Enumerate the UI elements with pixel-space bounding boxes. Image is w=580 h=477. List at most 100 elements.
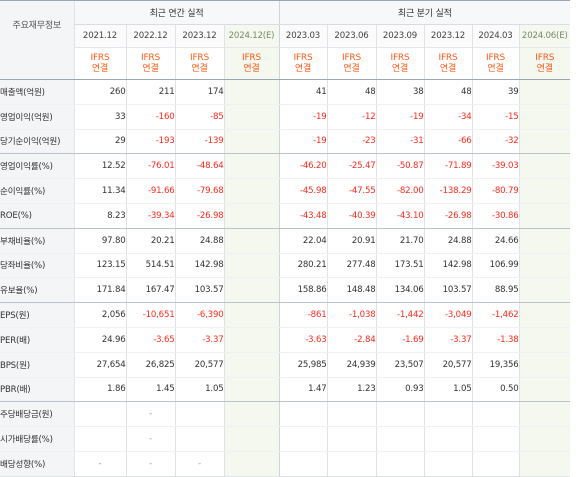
table-cell: -3.37 bbox=[174, 327, 224, 353]
table-cell bbox=[223, 203, 279, 229]
table-cell bbox=[518, 129, 571, 155]
table-cell: -26.98 bbox=[174, 203, 224, 229]
table-cell bbox=[278, 426, 327, 452]
row-header-label: 주요재무정보 bbox=[0, 0, 74, 48]
table-cell: -1,462 bbox=[471, 302, 519, 328]
table-cell bbox=[223, 401, 279, 428]
table-cell bbox=[518, 451, 571, 477]
table-cell: -1.38 bbox=[471, 327, 519, 353]
table-cell bbox=[223, 178, 279, 204]
period-header: 2023.12 bbox=[174, 24, 224, 48]
table-cell: - bbox=[73, 451, 126, 477]
table-row: 매출액(억원) 260 211 174 41 48 38 48 39 bbox=[0, 79, 571, 105]
table-row: EPS(원) 2,056 -10,651 -6,390 -861 -1,038 -1,442… bbox=[0, 302, 571, 328]
table-cell: -85 bbox=[174, 104, 224, 130]
table-cell: -25.47 bbox=[326, 153, 376, 180]
ifrs-badge: IFRS 연결 bbox=[471, 47, 519, 80]
row-label: BPS(원) bbox=[0, 352, 74, 378]
table-cell bbox=[278, 401, 327, 428]
table-cell: 11.34 bbox=[73, 178, 126, 204]
table-cell: -40.39 bbox=[326, 203, 376, 229]
table-cell: -71.89 bbox=[423, 153, 472, 180]
table-cell bbox=[73, 426, 126, 452]
table-cell: 41 bbox=[278, 79, 327, 105]
table-cell: -46.20 bbox=[278, 153, 327, 180]
table-cell: 12.52 bbox=[73, 153, 126, 180]
table-body: 매출액(억원) 260 211 174 41 48 38 48 39 영업이익(억원) 33 -160… bbox=[0, 79, 571, 477]
table-cell bbox=[518, 228, 571, 254]
table-cell: -23 bbox=[326, 129, 376, 155]
table-row: PER(배) 24.96 -3.65 -3.37 -3.63 -2.84 -1.69 -3.3… bbox=[0, 327, 571, 353]
row-label: 유보율(%) bbox=[0, 277, 74, 304]
period-header: 2023.06 bbox=[326, 24, 376, 48]
table-cell: -193 bbox=[125, 129, 175, 155]
table-cell: 1.86 bbox=[73, 377, 126, 403]
table-cell bbox=[518, 253, 571, 279]
table-cell bbox=[174, 401, 224, 428]
table-cell bbox=[223, 352, 279, 378]
table-cell bbox=[518, 377, 571, 403]
table-cell: -160 bbox=[125, 104, 175, 130]
table-cell: -1,442 bbox=[375, 302, 424, 328]
table-cell: 23,507 bbox=[375, 352, 424, 378]
table-cell bbox=[375, 401, 424, 428]
table-cell bbox=[223, 327, 279, 353]
table-cell: -10,651 bbox=[125, 302, 175, 328]
table-cell bbox=[73, 401, 126, 428]
row-label: 매출액(억원) bbox=[0, 79, 74, 105]
table-row: 영업이익(억원) 33 -160 -85 -19 -12 -19 -34 -15 bbox=[0, 104, 571, 130]
table-cell: 174 bbox=[174, 79, 224, 105]
period-header: 2022.12 bbox=[125, 24, 175, 48]
table-row: 배당성향(%) - - - bbox=[0, 451, 571, 477]
table-cell: 25,985 bbox=[278, 352, 327, 378]
table-cell bbox=[223, 277, 279, 304]
table-row: 유보율(%) 171.84 167.47 103.57 158.86 148.48 134.… bbox=[0, 277, 571, 304]
table-cell bbox=[518, 302, 571, 328]
row-label: 당기순이익(억원) bbox=[0, 129, 74, 155]
table-cell: -2.84 bbox=[326, 327, 376, 353]
table-cell: 1.45 bbox=[125, 377, 175, 403]
table-cell: -19 bbox=[278, 104, 327, 130]
period-header-estimate: 2024.12(E) bbox=[223, 24, 279, 48]
ifrs-badge: IFRS 연결 bbox=[73, 47, 126, 80]
table-cell: -31 bbox=[375, 129, 424, 155]
table-cell bbox=[223, 153, 279, 180]
table-cell: -43.48 bbox=[278, 203, 327, 229]
table-cell: 103.57 bbox=[174, 277, 224, 304]
table-cell: - bbox=[125, 401, 175, 428]
table-cell: 2,056 bbox=[73, 302, 126, 328]
table-cell: -32 bbox=[471, 129, 519, 155]
table-cell bbox=[518, 79, 571, 105]
table-cell: 97.80 bbox=[73, 228, 126, 254]
table-cell: -861 bbox=[278, 302, 327, 328]
row-label: 배당성향(%) bbox=[0, 451, 74, 477]
row-label: 부채비율(%) bbox=[0, 228, 74, 254]
table-cell: 33 bbox=[73, 104, 126, 130]
table-cell: 39 bbox=[471, 79, 519, 105]
table-row: ROE(%) 8.23 -39.34 -26.98 -43.48 -40.39 -43.10… bbox=[0, 203, 571, 229]
table-cell: 88.95 bbox=[471, 277, 519, 304]
row-label: 시가배당률(%) bbox=[0, 426, 74, 452]
row-label: 당좌비율(%) bbox=[0, 253, 74, 279]
annual-group-header: 최근 연간 실적 bbox=[73, 0, 279, 25]
table-cell bbox=[518, 327, 571, 353]
table-cell: 260 bbox=[73, 79, 126, 105]
row-label: EPS(원) bbox=[0, 302, 74, 328]
table-cell bbox=[223, 451, 279, 477]
table-cell: -66 bbox=[423, 129, 472, 155]
table-cell bbox=[423, 426, 472, 452]
table-cell: 26,825 bbox=[125, 352, 175, 378]
table-cell bbox=[223, 377, 279, 403]
table-cell: 277.48 bbox=[326, 253, 376, 279]
table-cell: 171.84 bbox=[73, 277, 126, 304]
row-label: ROE(%) bbox=[0, 203, 74, 229]
table-row: PBR(배) 1.86 1.45 1.05 1.47 1.23 0.93 1.05 0.50 bbox=[0, 377, 571, 403]
table-cell bbox=[223, 426, 279, 452]
table-cell bbox=[174, 426, 224, 452]
table-cell bbox=[423, 451, 472, 477]
table-cell: -76.01 bbox=[125, 153, 175, 180]
table-cell: 24,939 bbox=[326, 352, 376, 378]
table-cell: - bbox=[174, 451, 224, 477]
table-cell bbox=[326, 401, 376, 428]
table-cell: 148.48 bbox=[326, 277, 376, 304]
